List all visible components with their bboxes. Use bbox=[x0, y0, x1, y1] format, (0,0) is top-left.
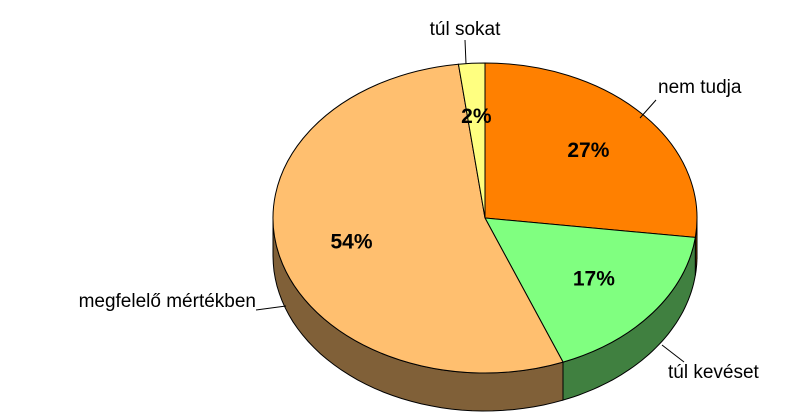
category-label: nem tudja bbox=[658, 77, 742, 98]
pie-slice bbox=[457, 62, 486, 219]
leader-line bbox=[639, 99, 657, 119]
pie-slice bbox=[272, 63, 564, 374]
pie-slice bbox=[484, 217, 696, 363]
value-label: 54% bbox=[331, 231, 373, 254]
leader-line bbox=[464, 39, 467, 65]
category-label: túl sokat bbox=[430, 19, 501, 40]
value-label: 17% bbox=[573, 267, 615, 290]
category-label: túl kevéset bbox=[668, 362, 760, 383]
value-label: 27% bbox=[567, 139, 609, 162]
leader-line bbox=[255, 305, 287, 311]
value-label: 2% bbox=[461, 105, 492, 128]
pie-slice bbox=[484, 62, 698, 238]
leader-line bbox=[661, 344, 685, 363]
category-label: megfelelő mértékben bbox=[79, 291, 256, 312]
